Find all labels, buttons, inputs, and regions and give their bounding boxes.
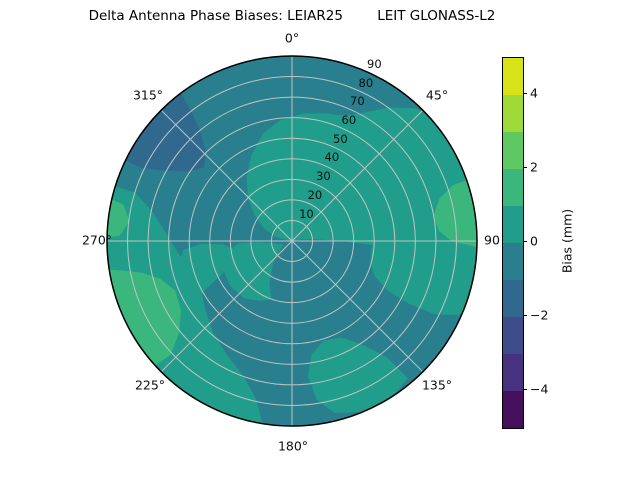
azimuth-gridline: [160, 109, 293, 242]
azimuth-label-315: 315°: [132, 87, 164, 103]
radial-tick-label-70: 70: [350, 94, 365, 109]
radial-tick-label-30: 30: [316, 169, 331, 184]
azimuth-label-225: 225°: [134, 377, 166, 393]
colorbar-tick-label: −4: [530, 381, 549, 397]
radial-tick-label-20: 20: [307, 187, 323, 202]
colorbar-bar: [502, 57, 524, 429]
colorbar-segment: [503, 280, 523, 317]
colorbar-tick-label: 0: [530, 233, 538, 249]
azimuth-label-135: 135°: [421, 377, 453, 393]
colorbar-tick: [523, 315, 527, 316]
colorbar-tick-label: −2: [530, 307, 549, 323]
radial-tick-label-60: 60: [341, 112, 357, 127]
colorbar-segment: [503, 58, 523, 95]
chart-title: Delta Antenna Phase Biases: LEIAR25 LEIT…: [88, 8, 496, 24]
colorbar-segment: [503, 169, 523, 206]
colorbar-tick-label: 4: [530, 85, 538, 101]
azimuth-gridline: [291, 240, 424, 373]
colorbar-tick-label: 2: [530, 159, 538, 175]
azimuth-label-90: 90: [484, 232, 500, 248]
azimuth-label-0: 0°: [284, 30, 300, 46]
colorbar-tick: [523, 93, 527, 94]
colorbar-axis-label: Bias (mm): [559, 208, 575, 274]
colorbar-segment: [503, 132, 523, 169]
polar-outline: [106, 55, 478, 427]
contour-region-bias-1-2-west-small: [107, 198, 130, 239]
radial-tick-label-50: 50: [333, 131, 348, 146]
azimuth-label-270: 270°: [81, 232, 113, 248]
azimuth-label-180: 180°: [277, 438, 309, 454]
colorbar-tick: [523, 167, 527, 168]
colorbar-segment: [503, 391, 523, 428]
radial-tick-label-80: 80: [358, 75, 374, 90]
radial-tick-label-40: 40: [324, 150, 340, 165]
colorbar-segment: [503, 206, 523, 243]
azimuth-gridline: [160, 240, 293, 373]
azimuth-label-45: 45°: [425, 87, 449, 103]
radial-tick-label-90: 90: [367, 56, 382, 71]
colorbar-segment: [503, 317, 523, 354]
polar-grid: [107, 56, 477, 426]
colorbar-segment: [503, 95, 523, 132]
colorbar-segment: [503, 354, 523, 391]
contour-region-bias-0-1-center-left: [223, 242, 283, 301]
azimuth-gridline: [291, 109, 424, 242]
colorbar-segment: [503, 243, 523, 280]
colorbar-tick: [523, 389, 527, 390]
radial-tick-label-10: 10: [299, 206, 314, 221]
colorbar-tick: [523, 241, 527, 242]
